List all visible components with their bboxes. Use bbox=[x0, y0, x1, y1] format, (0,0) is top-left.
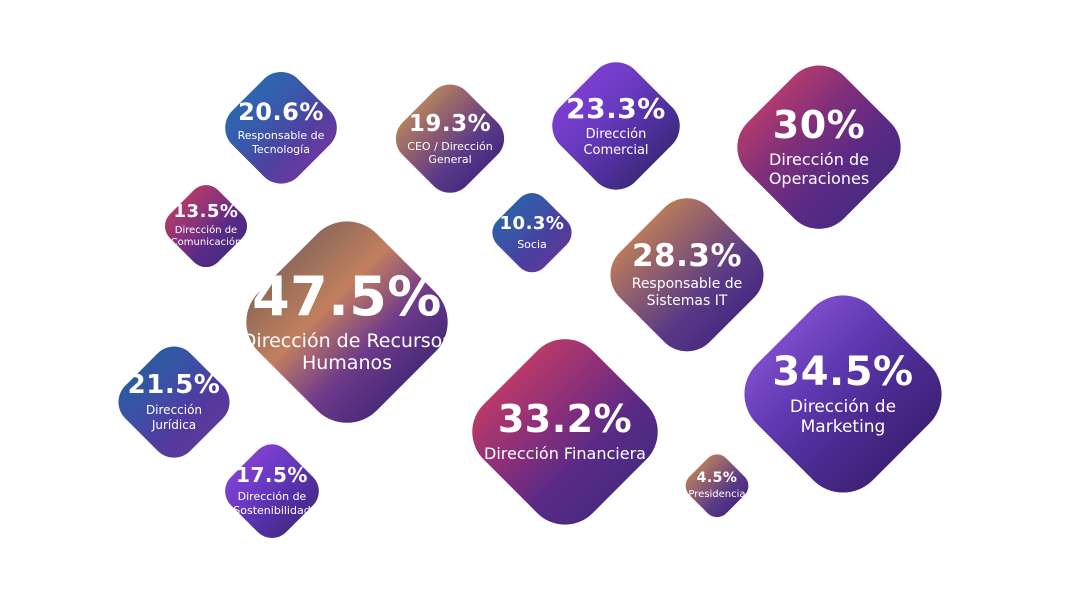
bubble-value: 30% bbox=[772, 102, 866, 147]
bubble-label: Dirección de Recursos Humanos bbox=[241, 329, 453, 375]
bubble-label: Dirección Jurídica bbox=[145, 403, 203, 432]
bubble-label: CEO / Dirección General bbox=[407, 139, 493, 167]
bubble-value: 19.3% bbox=[408, 110, 492, 137]
bubble-value: 28.3% bbox=[631, 237, 743, 274]
bubble-text: 28.3% Responsable de Sistemas IT bbox=[632, 240, 743, 310]
bubble-label: Dirección de Sostenibilidad bbox=[233, 490, 311, 517]
bubble-text: 17.5% Dirección de Sostenibilidad bbox=[233, 463, 311, 517]
bubble-label: Dirección Comercial bbox=[583, 127, 649, 158]
bubble-value: 4.5% bbox=[696, 469, 738, 486]
bubble-value: 10.3% bbox=[499, 212, 565, 234]
bubble-text: 21.5% Dirección Jurídica bbox=[127, 369, 221, 432]
bubble-8: 19.3% CEO / Dirección General bbox=[386, 75, 514, 203]
bubble-text: 13.5% Dirección de Comunicación bbox=[170, 200, 242, 250]
bubble-12: 4.5% Presidencia bbox=[680, 449, 754, 523]
bubble-value: 23.3% bbox=[566, 91, 666, 125]
bubble-value: 13.5% bbox=[173, 200, 239, 222]
bubble-10: 13.5% Dirección de Comunicación bbox=[158, 178, 254, 274]
bubble-label: Responsable de Sistemas IT bbox=[631, 276, 743, 310]
bubble-text: 33.2% Dirección Financiera bbox=[484, 397, 646, 464]
bubble-2: 33.2% Dirección Financiera bbox=[456, 323, 674, 541]
bubble-5: 23.3% Dirección Comercial bbox=[541, 51, 691, 201]
bubble-value: 33.2% bbox=[497, 397, 633, 442]
bubble-text: 34.5% Dirección de Marketing bbox=[772, 351, 913, 438]
bubble-7: 20.6% Responsable de Tecnología bbox=[215, 62, 347, 194]
bubble-text: 20.6% Responsable de Tecnología bbox=[238, 100, 325, 156]
bubble-text: 30% Dirección de Operaciones bbox=[768, 102, 870, 188]
bubble-9: 17.5% Dirección de Sostenibilidad bbox=[217, 436, 327, 546]
bubble-text: 4.5% Presidencia bbox=[688, 469, 746, 502]
bubble-label: Dirección Financiera bbox=[484, 444, 646, 464]
bubble-0: 47.5% Dirección de Recursos Humanos bbox=[229, 204, 465, 440]
bubble-4: 28.3% Responsable de Sistemas IT bbox=[597, 185, 777, 365]
bubble-label: Socia bbox=[517, 237, 547, 251]
bubble-label: Responsable de Tecnología bbox=[237, 129, 325, 156]
bubble-text: 19.3% CEO / Dirección General bbox=[407, 112, 492, 167]
bubble-1: 34.5% Dirección de Marketing bbox=[727, 278, 959, 510]
bubble-value: 34.5% bbox=[772, 348, 914, 395]
bubble-text: 47.5% Dirección de Recursos Humanos bbox=[241, 264, 453, 375]
bubble-label: Dirección de Marketing bbox=[789, 396, 897, 437]
bubble-label: Dirección de Operaciones bbox=[768, 149, 870, 188]
bubble-text: 23.3% Dirección Comercial bbox=[566, 91, 666, 159]
bubble-label: Dirección de Comunicación bbox=[170, 225, 242, 249]
bubble-11: 10.3% Socia bbox=[485, 186, 579, 280]
bubble-value: 17.5% bbox=[236, 463, 308, 488]
bubble-label: Presidencia bbox=[688, 489, 746, 501]
bubble-6: 21.5% Dirección Jurídica bbox=[109, 337, 239, 467]
bubble-text: 10.3% Socia bbox=[499, 212, 565, 251]
bubble-3: 30% Dirección de Operaciones bbox=[723, 51, 915, 243]
bubble-value: 20.6% bbox=[238, 98, 324, 127]
bubble-value: 21.5% bbox=[127, 369, 221, 400]
bubble-value: 47.5% bbox=[252, 264, 442, 328]
